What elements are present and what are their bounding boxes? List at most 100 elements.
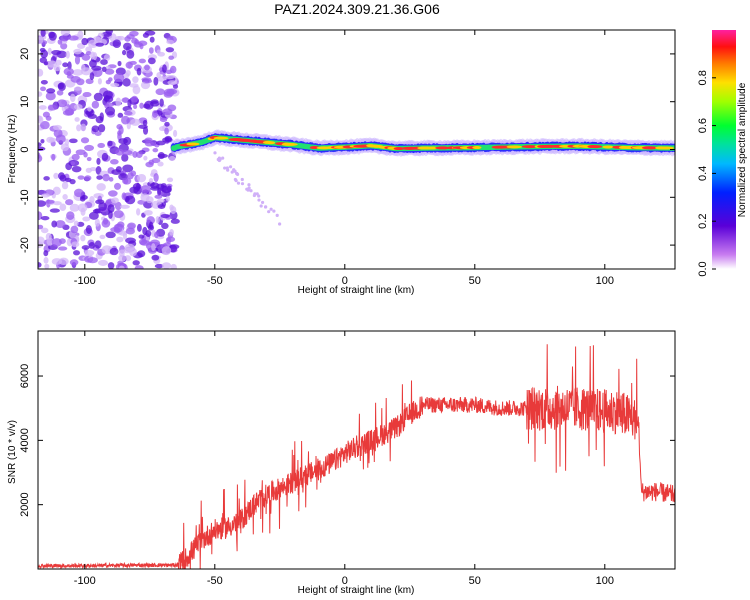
noise-blob (166, 237, 172, 244)
noise-blob (102, 217, 109, 225)
noise-blob (79, 196, 86, 202)
noise-blob (69, 259, 79, 266)
noise-blob (80, 137, 90, 144)
colorbar-tick-label: 0.4 (697, 166, 709, 181)
noise-blob (148, 159, 155, 165)
noise-blob (113, 182, 122, 190)
noise-blob (108, 177, 114, 182)
noise-blob (144, 140, 155, 147)
noise-blob (136, 67, 142, 76)
x-tick-label: -50 (207, 575, 223, 587)
noise-blob (80, 234, 86, 242)
noise-blob (138, 238, 148, 246)
noise-blob (53, 172, 59, 180)
snr-y-label: SNR (10 * v/v) (7, 420, 18, 484)
noise-blob (170, 263, 177, 269)
noise-blob (104, 68, 115, 75)
noise-blob (89, 72, 95, 80)
noise-blob (117, 112, 124, 118)
noise-blob (132, 85, 141, 95)
noise-blob (168, 155, 176, 161)
noise-blob (164, 135, 172, 142)
noise-blob (87, 106, 92, 112)
noise-blob (73, 48, 82, 55)
noise-blob (60, 143, 70, 152)
noise-blob (51, 238, 62, 247)
noise-blob (73, 250, 81, 256)
noise-blob (131, 95, 139, 103)
noise-blob (47, 104, 58, 111)
noise-blob (121, 153, 129, 162)
noise-blob (115, 166, 122, 173)
x-tick-label: 50 (469, 275, 481, 287)
noise-blob (170, 218, 180, 224)
y-tick-label: -10 (19, 189, 31, 205)
colorbar-tick-label: 0.8 (697, 70, 709, 85)
noise-blob (169, 228, 174, 236)
noise-blob (148, 178, 154, 184)
snr-y-ticks: 2000 4000 6000 (19, 364, 675, 517)
noise-blob (85, 225, 92, 234)
noise-blob (40, 86, 46, 92)
noise-blob (115, 97, 122, 107)
noise-blob (143, 155, 148, 161)
noise-blob (103, 53, 111, 61)
noise-blob (60, 42, 68, 50)
trail-dot (247, 183, 251, 187)
noise-blob (86, 156, 92, 162)
noise-blob (94, 218, 100, 227)
noise-blob (48, 31, 57, 41)
noise-blob (117, 60, 122, 67)
y-tick-label: 6000 (19, 364, 31, 388)
colorbar-label: Normalized spectral amplitude (737, 82, 748, 217)
noise-blob (97, 142, 106, 149)
band-core (186, 142, 200, 146)
noise-blob (93, 92, 103, 102)
trail-dot (240, 182, 245, 186)
y-tick-label: -20 (19, 237, 31, 253)
trail-dot (259, 204, 263, 208)
noise-blob (43, 250, 49, 257)
noise-blob (121, 149, 133, 156)
noise-blob (97, 259, 109, 266)
colorbar-ticks: 0.0 0.2 0.4 0.6 0.8 (697, 70, 716, 277)
noise-blob (153, 76, 159, 86)
noise-blob (121, 97, 130, 103)
noise-blob (49, 208, 60, 213)
noise-blob (150, 100, 160, 107)
x-tick-label: 50 (469, 575, 481, 587)
snr-x-label: Height of straight line (km) (298, 585, 415, 596)
noise-blob (38, 146, 46, 151)
noise-blob (122, 49, 127, 56)
noise-blob (84, 249, 95, 256)
snr-frame (37, 330, 676, 570)
noise-blob (70, 225, 79, 234)
noise-blob (161, 246, 172, 256)
noise-blob (145, 230, 152, 238)
noise-blob (109, 247, 119, 256)
noise-blob (73, 104, 83, 110)
noise-blob (65, 199, 74, 206)
noise-blob (118, 125, 124, 135)
x-tick-label: 100 (596, 575, 614, 587)
noise-blob (55, 220, 66, 228)
band-core (521, 145, 539, 149)
noise-blob (81, 245, 90, 250)
noise-blob (69, 93, 76, 103)
band-core (213, 136, 229, 140)
noise-blob (77, 30, 84, 39)
noise-blob (91, 100, 100, 109)
noise-blob (155, 216, 160, 224)
noise-blob (56, 99, 68, 108)
noise-blob (105, 231, 116, 239)
noise-blob (152, 147, 159, 153)
noise-blob (156, 198, 165, 203)
noise-blob (123, 42, 132, 51)
y-tick-label: 0 (19, 146, 31, 152)
noise-blob (57, 39, 63, 45)
x-tick-label: -100 (74, 575, 96, 587)
noise-blob (60, 30, 71, 36)
noise-blob (38, 236, 45, 245)
noise-blob (122, 177, 132, 185)
noise-blob (118, 265, 125, 269)
